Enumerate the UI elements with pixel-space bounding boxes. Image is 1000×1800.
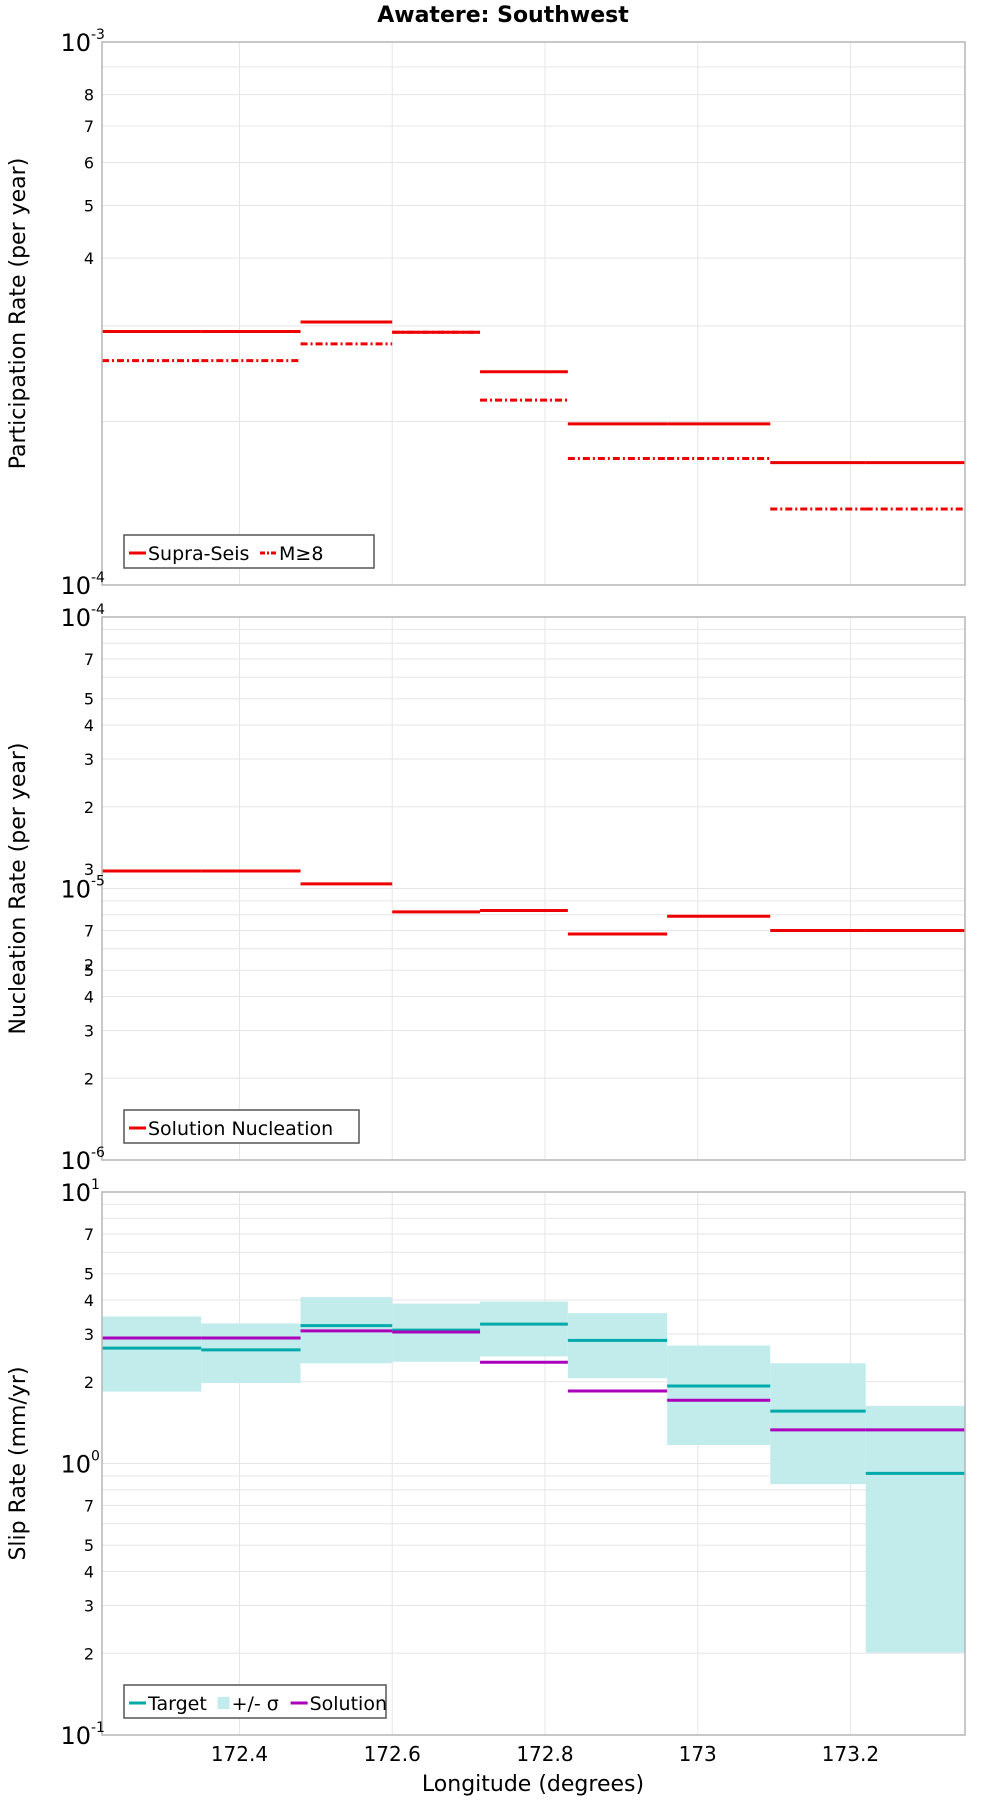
- y-tick-label: 7: [84, 1497, 94, 1516]
- legend-label: +/- σ: [232, 1693, 279, 1715]
- y-tick-label: 5: [84, 1265, 94, 1284]
- y-tick-label: 10: [60, 29, 91, 57]
- y-tick-exponent: 1: [91, 1177, 100, 1193]
- y-tick-label: 4: [84, 988, 94, 1007]
- y-tick-label: 2: [84, 956, 94, 975]
- x-axis-label: Longitude (degrees): [422, 1772, 644, 1797]
- y-tick-exponent: -5: [91, 874, 105, 890]
- legend: Solution Nucleation: [123, 1109, 360, 1144]
- y-tick-label: 7: [84, 650, 94, 669]
- y-tick-exponent: 0: [91, 1449, 100, 1465]
- y-tick-label: 3: [84, 860, 94, 879]
- y-tick-label: 10: [60, 1147, 91, 1175]
- plot-frame: [101, 1191, 966, 1736]
- y-tick-label: 5: [84, 690, 94, 709]
- y-tick-label: 2: [84, 798, 94, 817]
- sigma-band-segment: [567, 1313, 668, 1379]
- y-tick-label: 10: [60, 1179, 91, 1207]
- sigma-band-segment: [102, 1316, 202, 1392]
- legend-swatch-band: [217, 1697, 230, 1709]
- y-tick-label: 3: [84, 750, 94, 769]
- y-tick-label: 2: [84, 1069, 94, 1088]
- y-tick-exponent: -3: [91, 27, 105, 43]
- legend-label: Solution Nucleation: [148, 1118, 333, 1140]
- legend: Target +/- σ Solution: [123, 1684, 387, 1719]
- y-tick-label: 2: [84, 1644, 94, 1663]
- y-tick-label: 10: [60, 1451, 91, 1479]
- y-tick-label: 2: [84, 1373, 94, 1392]
- y-tick-exponent: -6: [91, 1145, 105, 1161]
- y-tick-label: 5: [84, 196, 94, 215]
- y-tick-label: 5: [84, 1536, 94, 1555]
- legend: Supra-Seis M≥8: [123, 534, 375, 569]
- plot-frame: [101, 616, 966, 1161]
- y-tick-label: 3: [84, 1325, 94, 1344]
- y-axis-label: Nucleation Rate (per year): [6, 743, 31, 1035]
- y-tick-label: 10: [60, 1722, 91, 1750]
- legend-label: Solution: [310, 1693, 387, 1715]
- x-tick-label: 172.8: [516, 1742, 573, 1766]
- y-tick-label: 5: [84, 961, 94, 980]
- y-tick-label: 7: [84, 1225, 94, 1244]
- x-tick-label: 172.6: [364, 1742, 421, 1766]
- y-tick-label: 8: [84, 86, 94, 105]
- sigma-band-segment: [667, 1345, 771, 1445]
- y-tick-exponent: -1: [91, 1720, 105, 1736]
- legend-label: M≥8: [279, 543, 323, 565]
- y-tick-label: 4: [84, 1291, 94, 1310]
- sigma-band-segment: [865, 1405, 965, 1653]
- y-tick-label: 4: [84, 1563, 94, 1582]
- sigma-band-segment: [201, 1323, 301, 1383]
- y-tick-label: 10: [60, 572, 91, 600]
- legend-box: [123, 534, 375, 569]
- y-tick-label: 3: [84, 1596, 94, 1615]
- y-tick-label: 7: [84, 117, 94, 136]
- y-tick-exponent: -4: [91, 602, 105, 618]
- legend-box: [123, 1684, 387, 1719]
- y-tick-exponent: -4: [91, 570, 105, 586]
- y-tick-label: 10: [60, 876, 91, 904]
- x-tick-label: 172.4: [211, 1742, 268, 1766]
- y-tick-label: 7: [84, 922, 94, 941]
- y-axis-label: Slip Rate (mm/yr): [6, 1366, 31, 1560]
- y-tick-label: 4: [84, 716, 94, 735]
- y-tick-label: 6: [84, 154, 94, 173]
- y-tick-label: 4: [84, 249, 94, 268]
- sigma-band-segment: [480, 1301, 568, 1357]
- sigma-band-segment: [770, 1363, 866, 1485]
- plot-frame: [101, 41, 966, 586]
- legend-label: Target: [147, 1693, 207, 1715]
- y-axis-label: Participation Rate (per year): [6, 158, 31, 470]
- y-tick-label: 3: [84, 1021, 94, 1040]
- x-tick-label: 173.2: [822, 1742, 879, 1766]
- y-tick-label: 10: [60, 604, 91, 632]
- chart-title: Awatere: Southwest: [377, 3, 629, 28]
- x-tick-label: 173: [679, 1742, 717, 1766]
- legend-box: [123, 1109, 360, 1144]
- legend-label: Supra-Seis: [148, 543, 249, 565]
